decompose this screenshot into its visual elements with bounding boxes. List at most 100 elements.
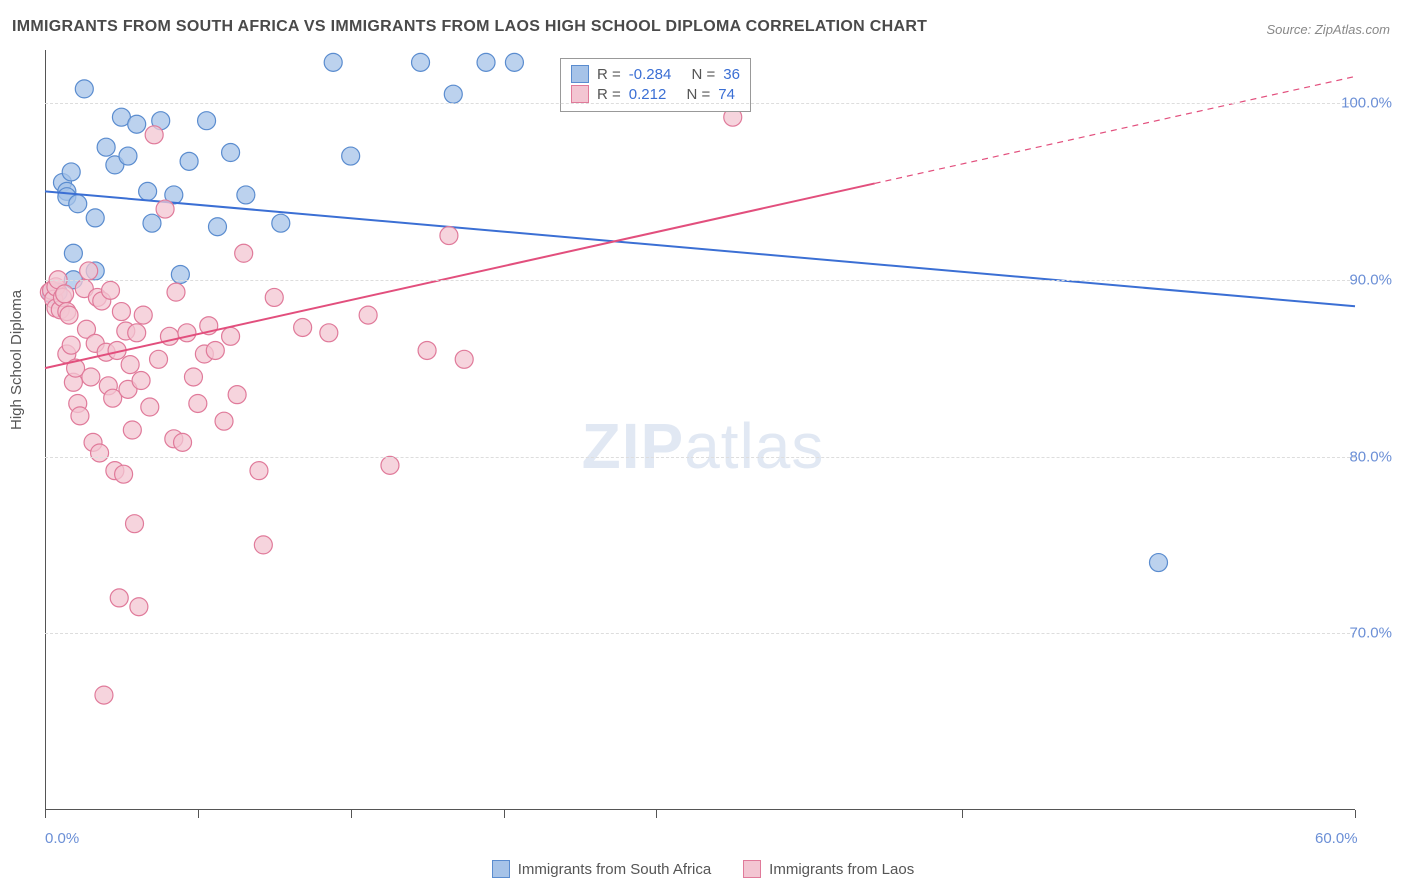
y-tick-label: 80.0% bbox=[1349, 448, 1392, 465]
scatter-point-south_africa bbox=[62, 163, 80, 181]
r-label: R = bbox=[597, 86, 621, 103]
scatter-point-south_africa bbox=[222, 144, 240, 162]
gridline bbox=[45, 633, 1355, 634]
scatter-point-south_africa bbox=[180, 152, 198, 170]
scatter-point-south_africa bbox=[128, 115, 146, 133]
scatter-point-south_africa bbox=[64, 244, 82, 262]
scatter-point-laos bbox=[71, 407, 89, 425]
scatter-point-laos bbox=[60, 306, 78, 324]
scatter-point-laos bbox=[130, 598, 148, 616]
scatter-point-south_africa bbox=[208, 218, 226, 236]
scatter-point-laos bbox=[115, 465, 133, 483]
legend-swatch-blue bbox=[571, 65, 589, 83]
source-attribution: Source: ZipAtlas.com bbox=[1266, 22, 1390, 37]
scatter-point-laos bbox=[359, 306, 377, 324]
legend-label: Immigrants from Laos bbox=[769, 861, 914, 878]
scatter-point-laos bbox=[62, 336, 80, 354]
legend-swatch-blue bbox=[492, 860, 510, 878]
scatter-point-laos bbox=[150, 350, 168, 368]
y-tick-label: 90.0% bbox=[1349, 271, 1392, 288]
scatter-point-laos bbox=[95, 686, 113, 704]
scatter-point-laos bbox=[455, 350, 473, 368]
scatter-point-laos bbox=[112, 303, 130, 321]
scatter-point-south_africa bbox=[86, 209, 104, 227]
scatter-point-laos bbox=[134, 306, 152, 324]
y-tick-label: 70.0% bbox=[1349, 625, 1392, 642]
scatter-point-south_africa bbox=[477, 53, 495, 71]
legend-series: Immigrants from South Africa Immigrants … bbox=[0, 860, 1406, 878]
scatter-point-south_africa bbox=[272, 214, 290, 232]
x-tick bbox=[1355, 810, 1356, 818]
scatter-point-laos bbox=[189, 394, 207, 412]
scatter-point-south_africa bbox=[505, 53, 523, 71]
gridline bbox=[45, 280, 1355, 281]
scatter-point-south_africa bbox=[139, 182, 157, 200]
scatter-point-laos bbox=[123, 421, 141, 439]
scatter-point-south_africa bbox=[69, 195, 87, 213]
scatter-point-laos bbox=[128, 324, 146, 342]
scatter-point-laos bbox=[56, 285, 74, 303]
scatter-point-south_africa bbox=[143, 214, 161, 232]
r-value: -0.284 bbox=[629, 66, 672, 83]
scatter-point-south_africa bbox=[342, 147, 360, 165]
x-tick bbox=[962, 810, 963, 818]
scatter-point-laos bbox=[250, 462, 268, 480]
scatter-point-laos bbox=[110, 589, 128, 607]
x-tick-label: 0.0% bbox=[45, 830, 79, 847]
chart-title: IMMIGRANTS FROM SOUTH AFRICA VS IMMIGRAN… bbox=[12, 18, 927, 36]
legend-stats-row: R = 0.212 N = 74 bbox=[571, 85, 740, 103]
scatter-point-laos bbox=[174, 433, 192, 451]
scatter-point-south_africa bbox=[97, 138, 115, 156]
legend-label: Immigrants from South Africa bbox=[518, 861, 711, 878]
scatter-point-south_africa bbox=[324, 53, 342, 71]
scatter-point-laos bbox=[178, 324, 196, 342]
scatter-point-laos bbox=[132, 372, 150, 390]
r-value: 0.212 bbox=[629, 86, 667, 103]
scatter-point-laos bbox=[418, 341, 436, 359]
plot-svg bbox=[45, 50, 1355, 810]
scatter-point-south_africa bbox=[412, 53, 430, 71]
legend-item-south-africa: Immigrants from South Africa bbox=[492, 860, 711, 878]
y-axis-label: High School Diploma bbox=[8, 290, 25, 430]
scatter-point-laos bbox=[206, 341, 224, 359]
scatter-point-south_africa bbox=[237, 186, 255, 204]
scatter-point-laos bbox=[145, 126, 163, 144]
x-tick bbox=[504, 810, 505, 818]
x-tick bbox=[198, 810, 199, 818]
n-value: 36 bbox=[723, 66, 740, 83]
gridline bbox=[45, 457, 1355, 458]
legend-swatch-pink bbox=[743, 860, 761, 878]
scatter-point-laos bbox=[235, 244, 253, 262]
x-tick-label: 60.0% bbox=[1315, 830, 1358, 847]
scatter-point-laos bbox=[126, 515, 144, 533]
scatter-point-laos bbox=[121, 356, 139, 374]
scatter-point-laos bbox=[91, 444, 109, 462]
scatter-point-laos bbox=[222, 327, 240, 345]
x-tick bbox=[45, 810, 46, 818]
n-label: N = bbox=[691, 66, 715, 83]
scatter-point-laos bbox=[167, 283, 185, 301]
scatter-point-laos bbox=[228, 386, 246, 404]
scatter-point-laos bbox=[184, 368, 202, 386]
scatter-point-south_africa bbox=[198, 112, 216, 130]
scatter-point-laos bbox=[80, 262, 98, 280]
trend-line-dashed-laos bbox=[875, 77, 1355, 184]
scatter-point-south_africa bbox=[75, 80, 93, 98]
scatter-point-laos bbox=[82, 368, 100, 386]
y-tick-label: 100.0% bbox=[1341, 95, 1392, 112]
scatter-point-south_africa bbox=[119, 147, 137, 165]
legend-swatch-pink bbox=[571, 85, 589, 103]
n-label: N = bbox=[686, 86, 710, 103]
scatter-point-laos bbox=[215, 412, 233, 430]
n-value: 74 bbox=[718, 86, 735, 103]
r-label: R = bbox=[597, 66, 621, 83]
x-tick bbox=[351, 810, 352, 818]
gridline bbox=[45, 103, 1355, 104]
chart-container: IMMIGRANTS FROM SOUTH AFRICA VS IMMIGRAN… bbox=[0, 0, 1406, 892]
scatter-point-laos bbox=[156, 200, 174, 218]
scatter-point-laos bbox=[254, 536, 272, 554]
scatter-point-laos bbox=[440, 227, 458, 245]
scatter-point-laos bbox=[102, 281, 120, 299]
scatter-point-laos bbox=[141, 398, 159, 416]
legend-item-laos: Immigrants from Laos bbox=[743, 860, 914, 878]
